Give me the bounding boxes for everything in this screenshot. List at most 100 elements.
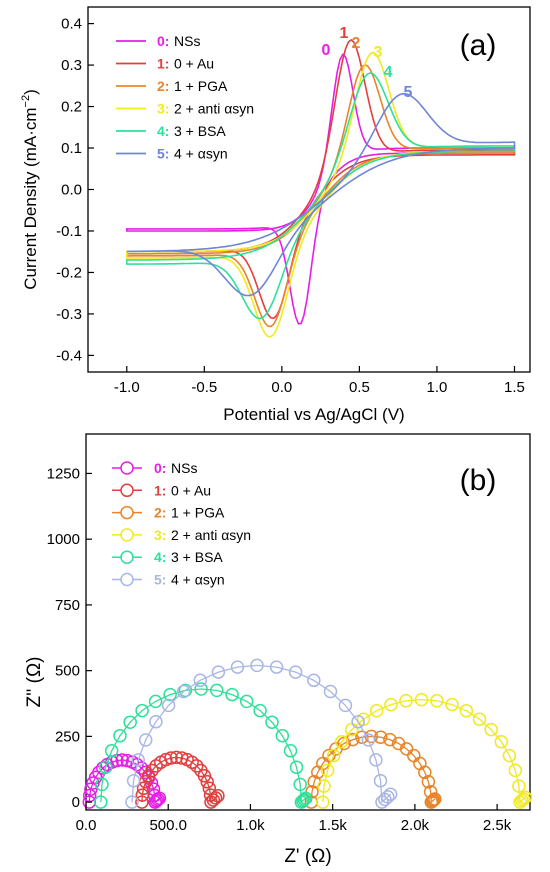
eis-data-point (423, 785, 438, 799)
eis-data-point (193, 673, 208, 688)
cv-x-tick-label: 0.0 (271, 379, 292, 396)
eis-legend-number: 4: (154, 549, 166, 565)
eis-data-point (399, 694, 413, 708)
eis-data-point (185, 755, 199, 770)
eis-legend-marker (120, 572, 134, 587)
cv-peak-label: 5 (404, 84, 413, 101)
eis-data-point (169, 750, 184, 765)
cv-x-tick-label: 1.5 (504, 379, 525, 396)
eis-data-point (253, 703, 267, 718)
eis-axis-ticks: 0.0 500.0 1.0k 1.5k 2.0k 2.5k 0 250 500 750 1000 12… (47, 465, 512, 834)
eis-legend: 0: NSs 1: 0 + Au 2: 1 + PGA 3: 2 + anti αsyn 4: 3… (112, 460, 251, 588)
eis-data-point (518, 790, 533, 805)
eis-legend-number: 3: (154, 527, 166, 543)
eis-data-point (381, 790, 395, 804)
cv-legend-label: NSs (174, 33, 200, 49)
eis-plot-frame (85, 433, 531, 811)
eis-data-point (297, 792, 312, 807)
eis-data-point (161, 698, 176, 713)
panel-label-a: (a) (460, 29, 497, 62)
eis-data-point (136, 781, 151, 796)
eis-series-line (310, 735, 436, 804)
cv-y-tick-label: -0.2 (56, 264, 82, 281)
eis-data-point (135, 703, 149, 718)
eis-legend-label: 2 + anti αsyn (171, 527, 251, 543)
eis-data-point (250, 658, 264, 673)
eis-data-point (351, 714, 365, 729)
eis-data-point (428, 792, 442, 806)
eis-data-point (296, 794, 310, 808)
cv-y-axis-label-end: ) (21, 89, 40, 95)
eis-x-tick-label: 1.5k (318, 817, 347, 834)
eis-legend-label: 4 + αsyn (171, 572, 225, 588)
eis-legend-marker (120, 461, 134, 475)
eis-data-point (200, 775, 214, 789)
eis-x-axis-label: Z' (Ω) (284, 846, 331, 867)
eis-legend-label: NSs (171, 460, 197, 476)
eis-data-point (364, 729, 379, 744)
eis-legend-label: 3 + BSA (171, 549, 223, 565)
cv-peak-label: 3 (374, 44, 383, 61)
eis-data-point (418, 765, 432, 780)
cv-series-line (126, 53, 516, 325)
cv-y-tick-label: 0.2 (61, 99, 82, 116)
eis-data-point (373, 730, 388, 744)
eis-y-tick-label: 500 (55, 663, 80, 680)
eis-legend-marker (120, 550, 134, 564)
cv-series-line (126, 92, 516, 297)
eis-data-point (145, 763, 159, 778)
cv-legend-label: 2 + anti αsyn (174, 101, 254, 117)
cv-legend-label: 0 + Au (174, 56, 214, 72)
eis-chart: 0.0 500.0 1.0k 1.5k 2.0k 2.5k 0 250 500 750 1000 12… (24, 433, 533, 867)
cv-y-axis-label-main: Current Density (mA·cm (21, 107, 40, 289)
cv-legend: 0: NSs 1: 0 + Au 2: 1 + PGA 3: 2 + anti αsyn 4: 3… (116, 33, 254, 162)
cv-legend-number: 4: (157, 123, 169, 139)
eis-data-point (472, 712, 487, 726)
eis-data-point (211, 789, 225, 803)
cv-legend-number: 1: (157, 56, 169, 72)
eis-series-line (131, 664, 392, 804)
eis-y-tick-label: 250 (55, 728, 80, 745)
cv-x-axis-label: Potential vs Ag/AgCl (V) (223, 405, 404, 424)
eis-data-point (104, 744, 119, 758)
eis-data-point (425, 794, 440, 808)
cv-x-tick-label: -0.5 (191, 379, 217, 396)
cv-y-tick-label: -0.4 (56, 347, 82, 364)
eis-x-tick-label: 1.0k (236, 817, 265, 834)
cv-y-tick-label: -0.1 (56, 223, 82, 240)
eis-data-point (512, 779, 526, 793)
eis-data-point (383, 732, 397, 747)
eis-x-tick-label: 2.5k (483, 817, 512, 834)
eis-data-point (113, 728, 127, 743)
eis-data-point (445, 697, 459, 712)
eis-x-tick-label: 500.0 (149, 817, 187, 834)
eis-data-point (115, 753, 129, 767)
cv-curves (126, 38, 516, 338)
eis-legend-marker (120, 528, 134, 542)
cv-y-tick-label: 0.4 (61, 16, 82, 33)
eis-data-point (369, 753, 383, 767)
eis-data-point (334, 735, 349, 749)
eis-legend-number: 5: (154, 572, 166, 588)
eis-data-point (148, 795, 162, 809)
eis-y-tick-label: 750 (55, 597, 80, 614)
eis-data-point (298, 791, 313, 805)
eis-series-line (322, 698, 526, 804)
eis-data-point (163, 687, 177, 702)
eis-data-point (176, 684, 191, 699)
eis-data-point (269, 660, 284, 674)
eis-data-point (149, 794, 164, 808)
eis-data-point (317, 779, 331, 793)
eis-legend-number: 0: (154, 460, 166, 476)
eis-legend-marker (120, 483, 134, 498)
eis-data-point (148, 694, 163, 709)
eis-data-point (131, 753, 145, 767)
eis-data-point (288, 665, 303, 679)
eis-data-point (369, 703, 384, 718)
eis-data-point (202, 781, 217, 796)
eis-data-point (125, 795, 139, 809)
eis-data-point (126, 773, 141, 788)
eis-data-point (225, 687, 239, 702)
eis-legend-number: 1: (154, 482, 166, 498)
